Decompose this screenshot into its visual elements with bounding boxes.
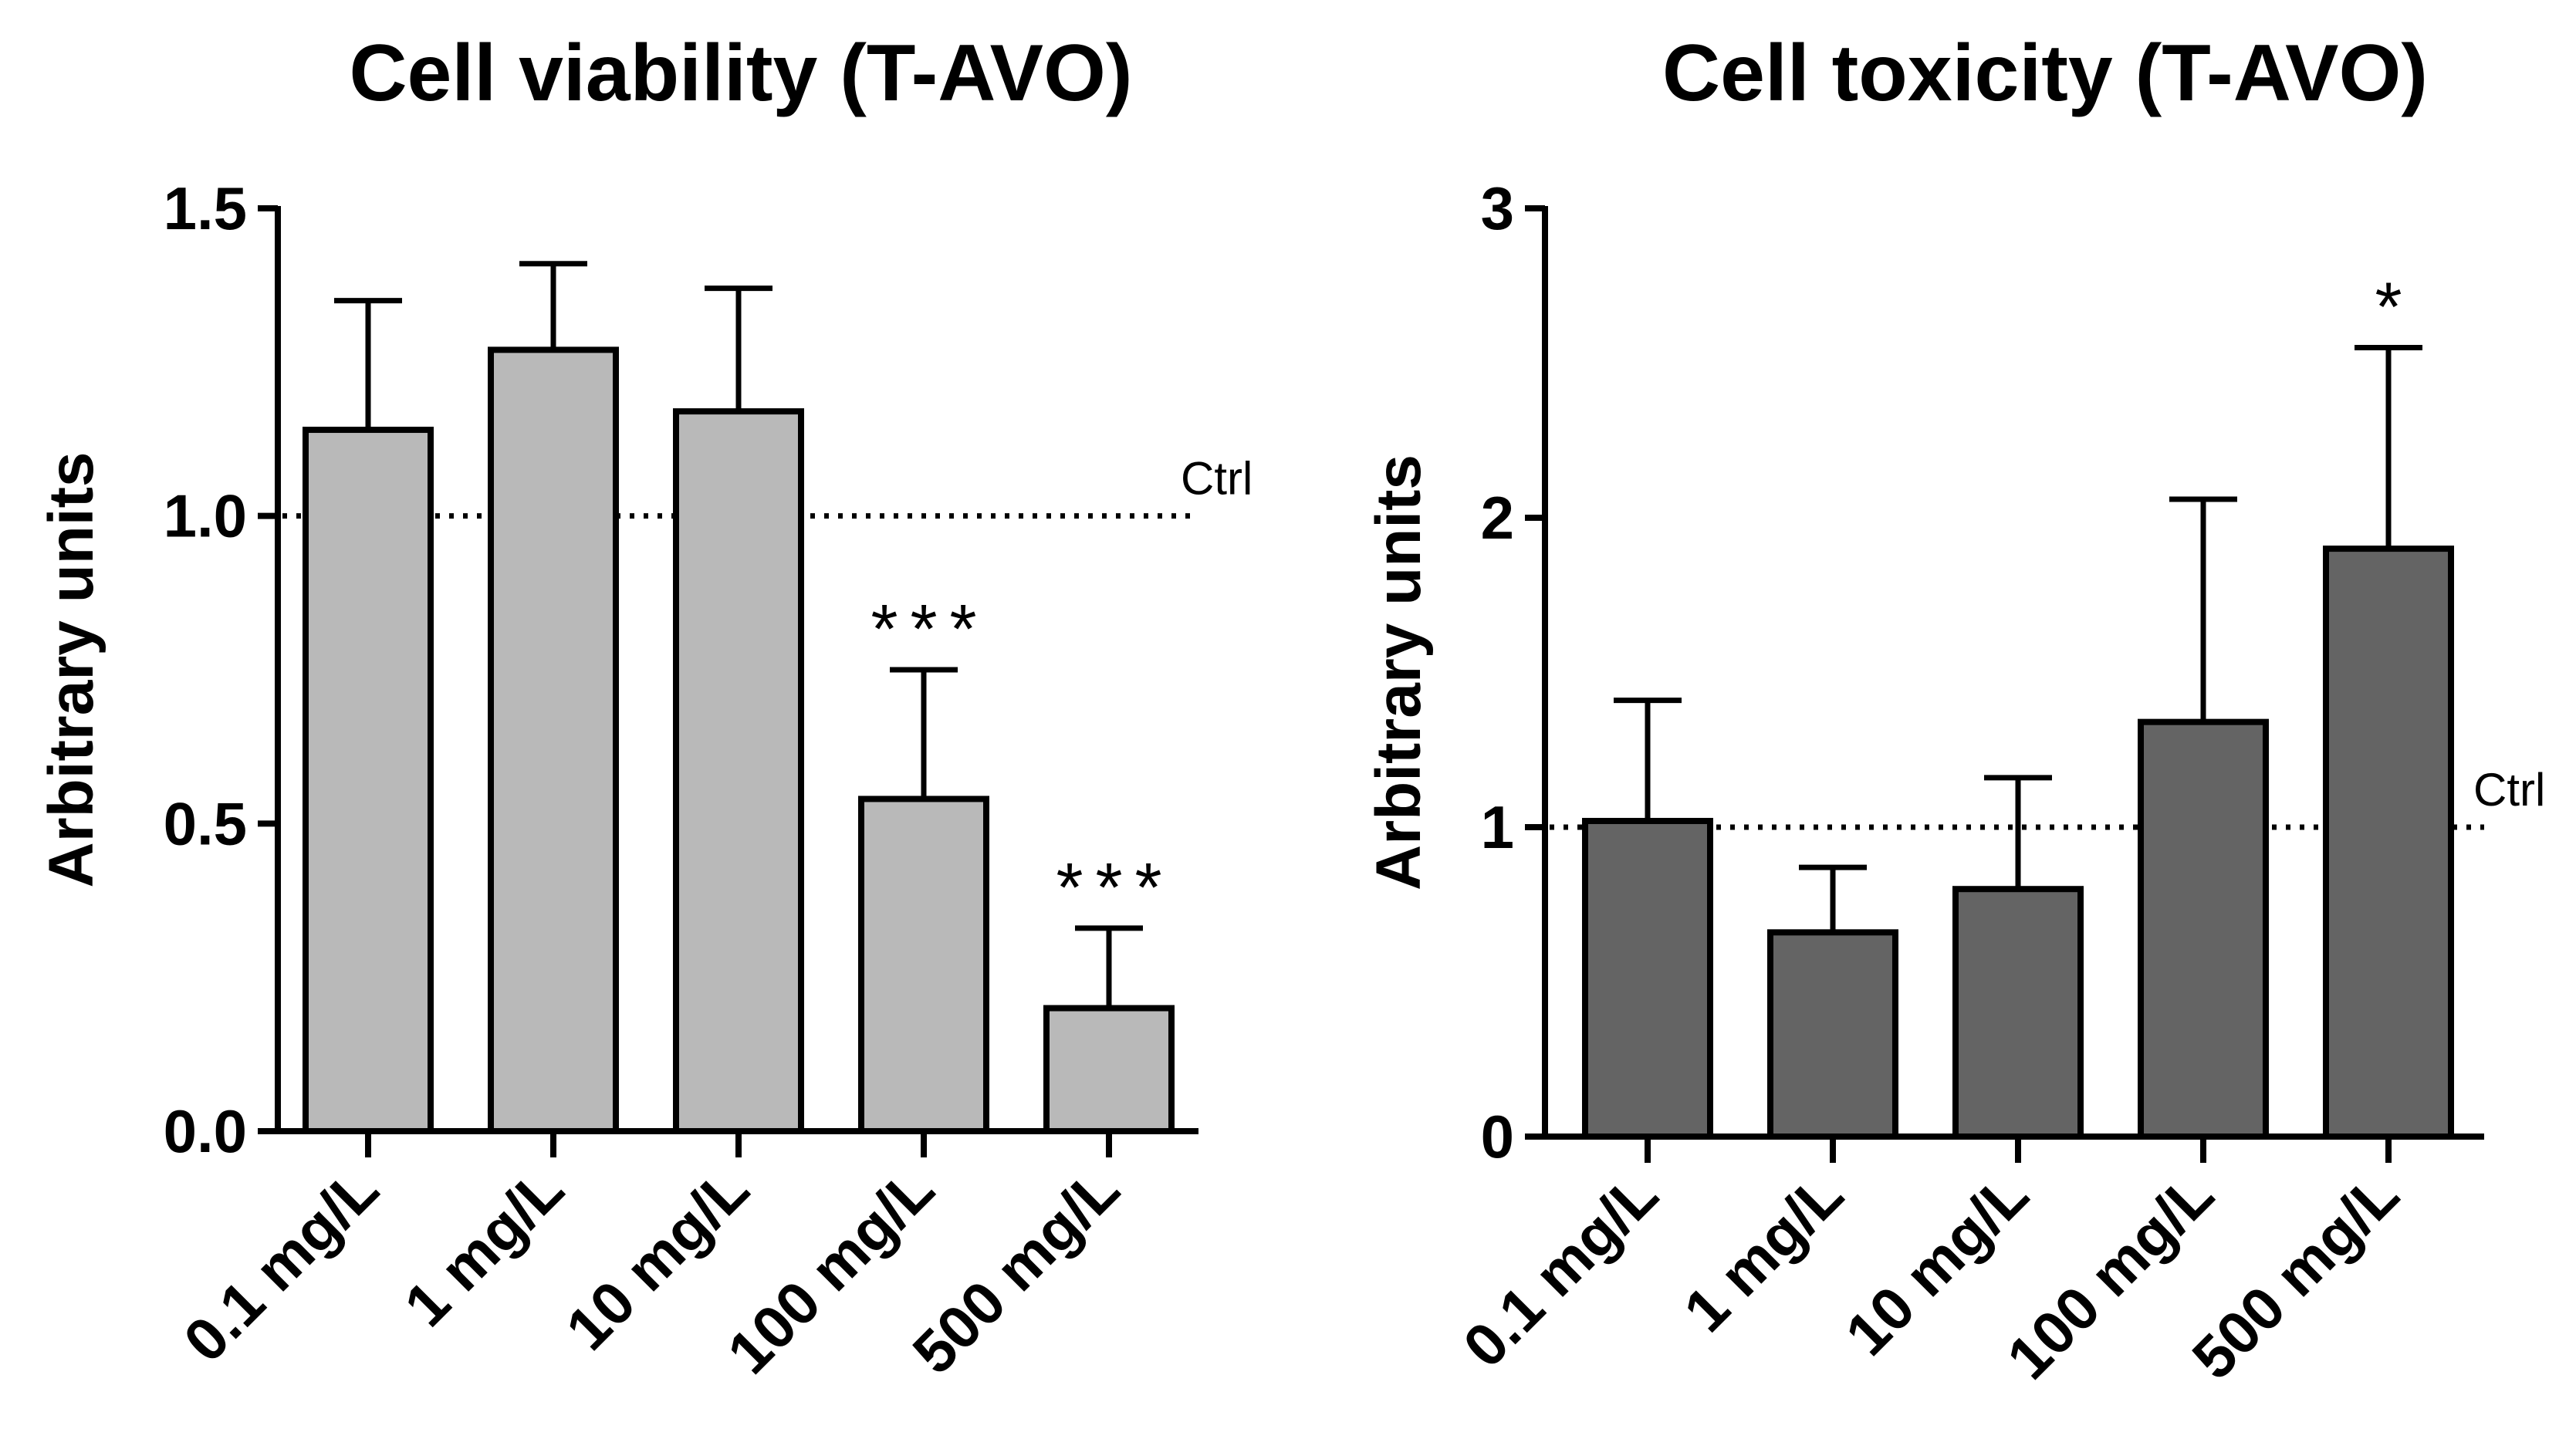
bar [673,408,804,1134]
y-axis-label: Arbitrary units [1364,454,1434,890]
control-label: Ctrl [1181,453,1253,505]
significance-mark: *** [1056,850,1174,927]
bar [858,796,989,1134]
y-tick-label: 0.5 [164,789,247,857]
bar [488,346,619,1134]
x-tick-label: 0.1 mg/L [1450,1160,1671,1380]
toxicity-chart-panel: Cell toxicity (T-AVO) Arbitrary units 0 1 2 3… [1364,29,2545,1392]
y-tick-label: 0.0 [164,1097,247,1165]
bar [2323,546,2454,1140]
bar [1043,1005,1175,1134]
viability-chart-panel: Cell viability (T-AVO) Arbitrary units 0.0… [36,29,1253,1387]
x-tick-label: 0.1 mg/L [171,1154,391,1375]
bar [1952,886,2084,1140]
y-tick-label: 1 [1481,793,1514,861]
x-tick-label: 1 mg/L [1671,1160,1856,1345]
chart-title: Cell toxicity (T-AVO) [1662,29,2428,118]
bar [2138,718,2269,1140]
significance-mark: *** [870,591,989,668]
y-tick-label: 0 [1481,1103,1514,1171]
bar [303,427,434,1134]
bar [1582,817,1713,1140]
significance-mark: * [2375,269,2414,346]
x-tick-label: 500 mg/L [900,1154,1132,1387]
y-tick-label: 1.0 [164,482,247,550]
chart-title: Cell viability (T-AVO) [349,29,1132,118]
x-tick-label: 500 mg/L [2179,1160,2412,1392]
y-tick-label: 3 [1481,174,1514,242]
y-tick-label: 1.5 [164,174,247,242]
y-tick-label: 2 [1481,484,1514,552]
x-tick-label: 1 mg/L [391,1154,576,1340]
y-axis-label: Arbitrary units [36,452,106,888]
control-label: Ctrl [2473,764,2545,816]
bar [1767,929,1898,1140]
